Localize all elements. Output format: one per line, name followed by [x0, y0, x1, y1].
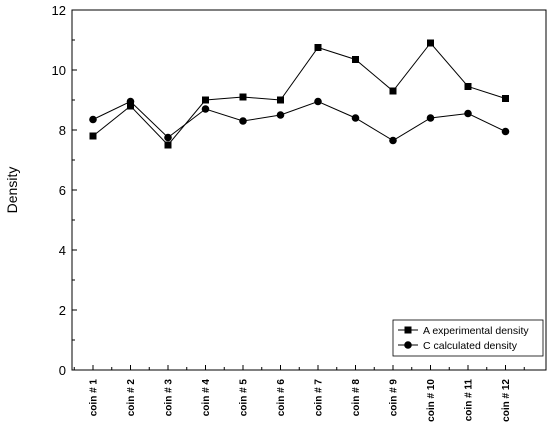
x-tick-label: coin # 6 [276, 379, 287, 417]
data-point-circle [464, 109, 472, 118]
y-tick-label: 10 [52, 63, 66, 78]
data-point-circle [389, 136, 397, 145]
legend-marker-circle [404, 341, 412, 349]
y-tick-label: 12 [52, 3, 66, 18]
data-point-square [127, 102, 134, 110]
x-axis: coin # 1 coin # 2 coin # 3 coin # 4 coin # 5… [73, 365, 525, 422]
legend-label-c: C calculated density [423, 340, 518, 352]
series-layer [89, 39, 510, 149]
series-line-a [92, 42, 506, 146]
data-point-circle [201, 105, 210, 113]
plot-frame [71, 9, 547, 371]
data-point-square [314, 44, 322, 51]
y-tick-label: 2 [59, 303, 66, 318]
data-point-square [202, 96, 209, 104]
data-point-square [389, 87, 397, 95]
legend-marker-square [404, 326, 412, 334]
data-point-square [464, 83, 472, 90]
data-point-circle [164, 133, 172, 142]
x-tick-label: coin # 11 [464, 379, 475, 422]
y-tick-label: 4 [59, 243, 66, 258]
data-point-circle [351, 114, 360, 122]
data-point-square [89, 132, 97, 140]
data-point-circle [276, 111, 285, 119]
x-tick-label: coin # 3 [164, 379, 175, 417]
data-point-square [352, 56, 359, 63]
x-tick-label: coin # 2 [126, 379, 137, 417]
legend-box [392, 319, 544, 357]
x-tick-label: coin # 7 [314, 379, 325, 417]
y-axis-title: Density [4, 167, 20, 214]
data-point-square [277, 96, 284, 104]
x-tick-label: coin # 9 [389, 379, 400, 417]
data-point-circle [426, 114, 435, 122]
data-point-square [502, 95, 509, 102]
data-point-square [164, 141, 172, 149]
x-tick-label: coin # 8 [351, 379, 362, 417]
data-point-square [427, 39, 434, 47]
y-tick-label: 6 [59, 183, 66, 198]
legend: A experimental density C calculated dens… [392, 319, 544, 357]
y-tick-label: 0 [59, 363, 66, 378]
x-tick-label: coin # 1 [89, 379, 100, 417]
legend-label-a: A experimental density [423, 325, 529, 337]
data-point-circle [314, 97, 322, 106]
series-line-c [92, 100, 506, 142]
x-tick-label: coin # 10 [426, 379, 437, 422]
y-tick-label: 8 [59, 123, 66, 138]
data-point-circle [89, 115, 97, 124]
data-point-circle [126, 97, 135, 106]
x-tick-label: coin # 5 [239, 379, 250, 417]
data-point-circle [501, 127, 510, 136]
data-point-circle [239, 117, 247, 125]
y-axis: 0 2 4 6 8 10 12 [52, 3, 77, 378]
x-tick-label: coin # 4 [201, 379, 212, 417]
data-point-square [239, 93, 247, 101]
x-tick-label: coin # 12 [501, 379, 512, 422]
